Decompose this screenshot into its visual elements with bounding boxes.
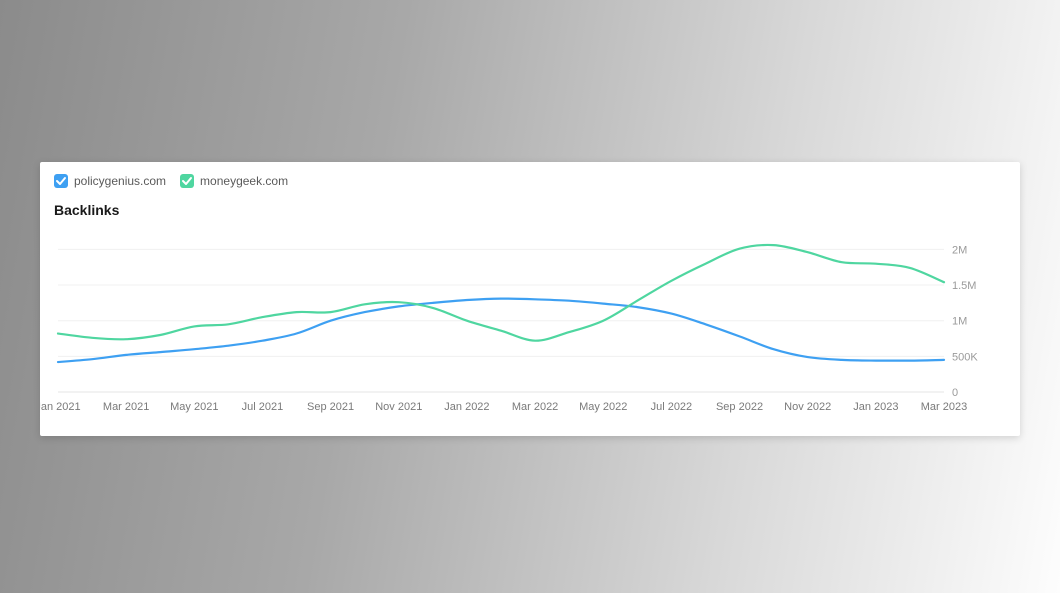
legend-row: policygenius.com moneygeek.com	[40, 162, 1020, 192]
x-tick-label: Sep 2022	[716, 401, 763, 413]
page-background: policygenius.com moneygeek.com Backlinks…	[0, 0, 1060, 593]
legend-checkbox-icon	[54, 174, 68, 188]
legend-label: moneygeek.com	[200, 174, 288, 188]
x-tick-label: May 2022	[579, 401, 627, 413]
x-tick-label: Jan 2023	[853, 401, 898, 413]
backlinks-line-chart: 0 500K 1M 1.5M 2M Jan 2021 Mar 2021 May 2021 Jul…	[40, 222, 1020, 422]
x-tick-label: Nov 2021	[375, 401, 422, 413]
x-tick-label: Mar 2021	[103, 401, 149, 413]
y-tick-label: 500K	[952, 351, 978, 363]
x-tick-label: Mar 2023	[921, 401, 967, 413]
legend-label: policygenius.com	[74, 174, 166, 188]
legend-item-moneygeek[interactable]: moneygeek.com	[180, 174, 288, 188]
chart-title: Backlinks	[40, 192, 1020, 222]
x-tick-label: Nov 2022	[784, 401, 831, 413]
x-tick-label: Jul 2022	[651, 401, 693, 413]
y-tick-label: 0	[952, 387, 958, 399]
x-tick-label: Jan 2021	[40, 401, 81, 413]
x-tick-label: Jul 2021	[242, 401, 284, 413]
y-tick-label: 2M	[952, 244, 967, 256]
series-line	[58, 245, 944, 341]
legend-checkbox-icon	[180, 174, 194, 188]
y-tick-label: 1.5M	[952, 280, 976, 292]
x-tick-label: Jan 2022	[444, 401, 489, 413]
legend-item-policygenius[interactable]: policygenius.com	[54, 174, 166, 188]
chart-card: policygenius.com moneygeek.com Backlinks…	[40, 162, 1020, 436]
y-tick-label: 1M	[952, 316, 967, 328]
x-tick-label: Mar 2022	[512, 401, 558, 413]
x-tick-label: Sep 2021	[307, 401, 354, 413]
x-tick-label: May 2021	[170, 401, 218, 413]
